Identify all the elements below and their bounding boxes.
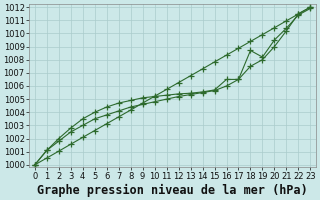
X-axis label: Graphe pression niveau de la mer (hPa): Graphe pression niveau de la mer (hPa) [37, 183, 308, 197]
